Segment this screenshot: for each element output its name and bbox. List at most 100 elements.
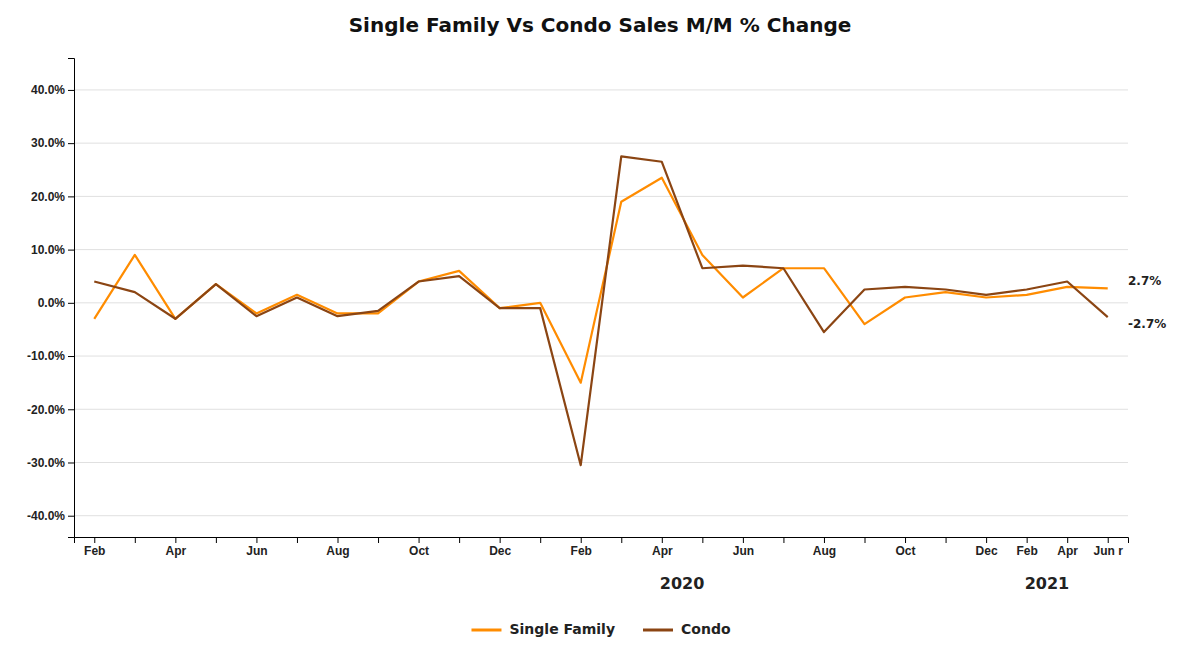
x-tick-mark bbox=[743, 537, 744, 543]
y-tick-mark bbox=[68, 143, 74, 144]
legend: Single Family Condo bbox=[471, 621, 730, 637]
x-tick-label: Apr bbox=[1057, 544, 1078, 558]
x-tick: Jun bbox=[733, 537, 754, 558]
x-tick-mark bbox=[135, 537, 136, 543]
x-tick-mark bbox=[1108, 537, 1109, 543]
x-tick: Feb bbox=[571, 537, 592, 558]
y-tick: -30.0% bbox=[27, 456, 74, 470]
y-tick-label: 30.0% bbox=[31, 136, 65, 150]
y-tick: 20.0% bbox=[31, 190, 74, 204]
grid-line bbox=[74, 196, 1128, 197]
y-axis: -40.0% -30.0% -20.0% -10.0% 0.0% 10.0% 20.0% 30… bbox=[27, 59, 75, 538]
series-group bbox=[94, 156, 1107, 465]
annotation: 2021 bbox=[1025, 574, 1070, 593]
title: Single Family Vs Condo Sales M/M % Chang… bbox=[349, 13, 852, 37]
x-tick bbox=[702, 537, 703, 543]
x-tick-mark bbox=[905, 537, 906, 543]
x-tick-label: Jun r bbox=[1094, 544, 1124, 558]
x-tick: Feb bbox=[1016, 537, 1037, 558]
x-tick bbox=[621, 537, 622, 543]
x-tick: Apr bbox=[652, 537, 673, 558]
x-tick-mark bbox=[783, 537, 784, 543]
x-tick-mark bbox=[378, 537, 379, 543]
x-tick-mark bbox=[865, 537, 866, 543]
x-tick: Dec bbox=[489, 537, 511, 558]
x-axis: Feb Apr Jun Aug Oct Dec Feb Apr Jun Aug Oct Dec Feb A… bbox=[75, 537, 1129, 558]
x-tick-mark bbox=[946, 537, 947, 543]
x-tick: Aug bbox=[326, 537, 349, 558]
x-tick: Jun bbox=[246, 537, 267, 558]
x-tick bbox=[216, 537, 217, 543]
x-tick-label: Feb bbox=[1016, 544, 1037, 558]
x-tick-label: Dec bbox=[489, 544, 511, 558]
y-tick-label: 20.0% bbox=[31, 190, 65, 204]
x-tick-label: Feb bbox=[571, 544, 592, 558]
x-tick-mark bbox=[216, 537, 217, 543]
x-tick-mark bbox=[621, 537, 622, 543]
y-tick-mark bbox=[68, 356, 74, 357]
plot: -40.0% -30.0% -20.0% -10.0% 0.0% 10.0% 20.0% 30… bbox=[27, 59, 1166, 594]
x-tick-mark bbox=[702, 537, 703, 543]
x-tick bbox=[865, 537, 866, 543]
x-tick-mark bbox=[419, 537, 420, 543]
x-tick-mark bbox=[256, 537, 257, 543]
y-tick: 30.0% bbox=[31, 136, 74, 150]
y-tick-mark bbox=[68, 462, 74, 463]
legend-swatch bbox=[643, 629, 673, 632]
x-tick: Apr bbox=[166, 537, 187, 558]
y-tick: -20.0% bbox=[27, 403, 74, 417]
x-tick-mark bbox=[94, 537, 95, 543]
x-tick-label: Dec bbox=[976, 544, 998, 558]
y-tick-mark bbox=[68, 303, 74, 304]
x-tick-label: Jun bbox=[246, 544, 267, 558]
x-tick-label: Apr bbox=[166, 544, 187, 558]
x-tick bbox=[540, 537, 541, 543]
x-tick: Apr bbox=[1057, 537, 1078, 558]
y-tick-mark bbox=[68, 409, 74, 410]
y-tick-label: -10.0% bbox=[27, 349, 65, 363]
x-tick-label: Apr bbox=[652, 544, 673, 558]
x-tick: Oct bbox=[896, 537, 916, 558]
legend-label: Single Family bbox=[509, 621, 615, 637]
y-tick-mark bbox=[68, 250, 74, 251]
y-tick-label: -40.0% bbox=[27, 509, 65, 523]
x-tick-mark bbox=[540, 537, 541, 543]
x-tick-mark bbox=[986, 537, 987, 543]
y-tick-mark bbox=[68, 516, 74, 517]
grid-line bbox=[74, 356, 1128, 357]
x-tick-label: Feb bbox=[84, 544, 105, 558]
x-tick-mark bbox=[581, 537, 582, 543]
grid-line bbox=[74, 143, 1128, 144]
y-axis-line bbox=[68, 59, 75, 538]
x-tick-mark bbox=[297, 537, 298, 543]
y-tick: 40.0% bbox=[31, 83, 74, 97]
y-tick: -10.0% bbox=[27, 349, 74, 363]
y-tick-label: 10.0% bbox=[31, 243, 65, 257]
annotation: -2.7% bbox=[1128, 317, 1166, 331]
y-tick-label: -20.0% bbox=[27, 403, 65, 417]
grid-line bbox=[74, 409, 1128, 410]
y-tick-label: 0.0% bbox=[38, 296, 66, 310]
annotation: 2.7% bbox=[1128, 274, 1161, 288]
x-tick: Aug bbox=[813, 537, 836, 558]
x-tick-label: Jun bbox=[733, 544, 754, 558]
legend-label: Condo bbox=[681, 621, 731, 637]
y-tick: -40.0% bbox=[27, 509, 74, 523]
y-tick-label: 40.0% bbox=[31, 83, 65, 97]
y-tick-mark bbox=[68, 90, 74, 91]
legend-swatch bbox=[471, 629, 501, 632]
legend-item: Condo bbox=[643, 621, 731, 637]
x-tick-label: Oct bbox=[409, 544, 429, 558]
x-tick bbox=[459, 537, 460, 543]
x-tick: Dec bbox=[976, 537, 998, 558]
x-tick bbox=[946, 537, 947, 543]
grid-line bbox=[74, 515, 1128, 516]
x-tick: Jun r bbox=[1094, 537, 1124, 558]
y-tick: 10.0% bbox=[31, 243, 74, 257]
x-tick-mark bbox=[824, 537, 825, 543]
x-tick-mark bbox=[1027, 537, 1028, 543]
grid bbox=[74, 90, 1128, 516]
x-tick: Oct bbox=[409, 537, 429, 558]
x-tick-mark bbox=[500, 537, 501, 543]
grid-line bbox=[74, 462, 1128, 463]
